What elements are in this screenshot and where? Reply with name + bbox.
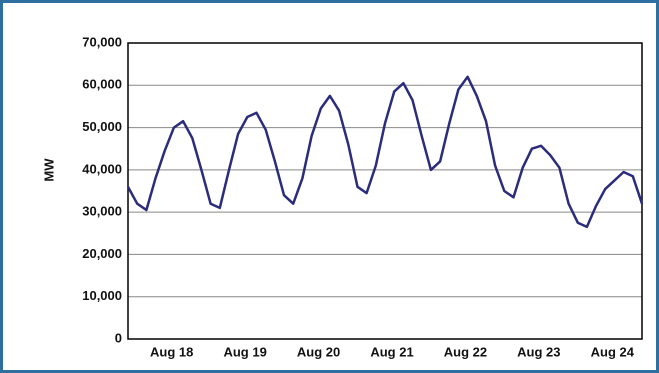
y-tick-label: 0 xyxy=(115,330,122,345)
x-tick-label: Aug 18 xyxy=(150,344,193,359)
y-axis-label: MW xyxy=(41,158,56,182)
x-tick-label: Aug 19 xyxy=(223,344,266,359)
line xyxy=(126,75,644,229)
x-tick-label: Aug 23 xyxy=(517,344,560,359)
y-tick-label: 30,000 xyxy=(82,204,122,219)
y-tick-label: 10,000 xyxy=(82,288,122,303)
x-tick-label: Aug 21 xyxy=(370,344,413,359)
y-tick-label: 40,000 xyxy=(82,161,122,176)
x-tick-label: Aug 24 xyxy=(591,344,635,359)
y-tick-label: 60,000 xyxy=(82,77,122,92)
x-tick-label: Aug 20 xyxy=(297,344,340,359)
plot-border xyxy=(127,42,643,340)
y-tick-label: 50,000 xyxy=(82,119,122,134)
y-tick-label: 20,000 xyxy=(82,246,122,261)
y-tick-label: 70,000 xyxy=(82,34,122,49)
x-tick-label: Aug 22 xyxy=(444,344,487,359)
